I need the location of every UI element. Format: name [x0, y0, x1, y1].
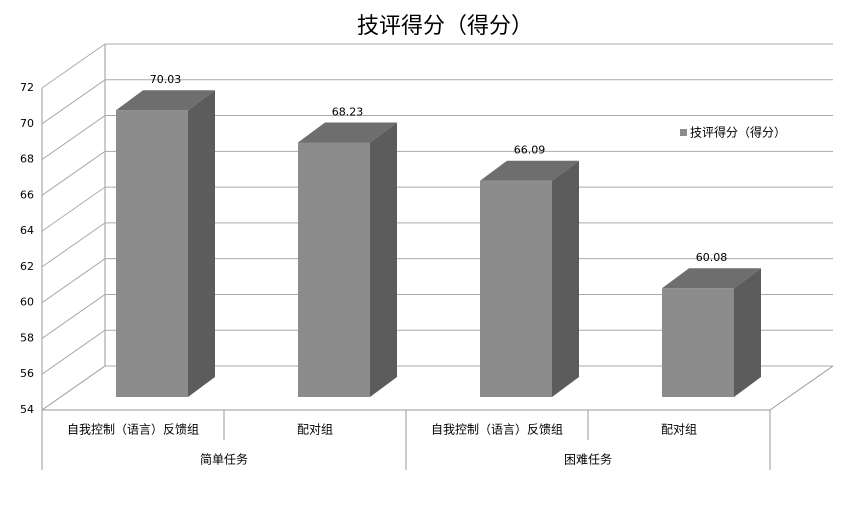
y-tick-label: 72: [20, 81, 34, 94]
y-tick-label: 68: [20, 153, 34, 166]
value-label: 68.23: [332, 105, 364, 118]
floor-edge: [769, 365, 834, 411]
grid-line: [41, 79, 106, 125]
bar-front: [298, 142, 370, 397]
grid-line: [41, 222, 106, 268]
legend-label: 技评得分（得分）: [690, 125, 786, 140]
bar-front: [662, 288, 734, 397]
bar-top: [662, 268, 761, 289]
y-tick-label: 70: [20, 117, 34, 130]
y-tick-label: 66: [20, 188, 34, 201]
y-tick-label: 60: [20, 296, 34, 309]
bar-side: [370, 122, 397, 398]
bar-top: [298, 122, 397, 143]
grid-line: [41, 43, 106, 89]
x-tick-label: 配对组: [297, 423, 333, 437]
grid-line: [41, 365, 106, 411]
x-tick-label: 自我控制（语言）反馈组: [431, 423, 563, 437]
grid-line: [41, 150, 106, 196]
bar-front: [116, 110, 188, 397]
value-label: 66.09: [514, 144, 546, 157]
y-tick-label: 54: [20, 403, 34, 416]
bar-top: [116, 90, 215, 111]
group-label: 困难任务: [564, 452, 612, 467]
y-tick-label: 62: [20, 260, 34, 273]
legend-swatch: [680, 129, 687, 136]
x-tick-label: 配对组: [661, 423, 697, 437]
grid-line: [41, 115, 106, 160]
bar-top: [480, 160, 579, 181]
value-label: 60.08: [696, 251, 728, 264]
y-tick-label: 56: [20, 367, 34, 380]
bar-side: [734, 268, 761, 397]
grid-line: [41, 186, 106, 232]
bar: [662, 268, 761, 397]
x-tick-label: 自我控制（语言）反馈组: [67, 423, 199, 437]
grid-line: [41, 294, 106, 339]
y-tick-label: 64: [20, 224, 34, 237]
grid-line: [41, 258, 106, 304]
value-label: 70.03: [150, 73, 182, 86]
bar-side: [188, 90, 215, 397]
chart-title: 技评得分（得分）: [357, 14, 533, 39]
grid-line: [41, 329, 106, 375]
bar: [298, 122, 397, 398]
y-tick-label: 58: [20, 331, 34, 344]
bar-side: [552, 160, 579, 397]
bar: [480, 160, 579, 397]
bar: [116, 90, 215, 397]
group-label: 简单任务: [200, 452, 248, 467]
bar-front: [480, 180, 552, 397]
